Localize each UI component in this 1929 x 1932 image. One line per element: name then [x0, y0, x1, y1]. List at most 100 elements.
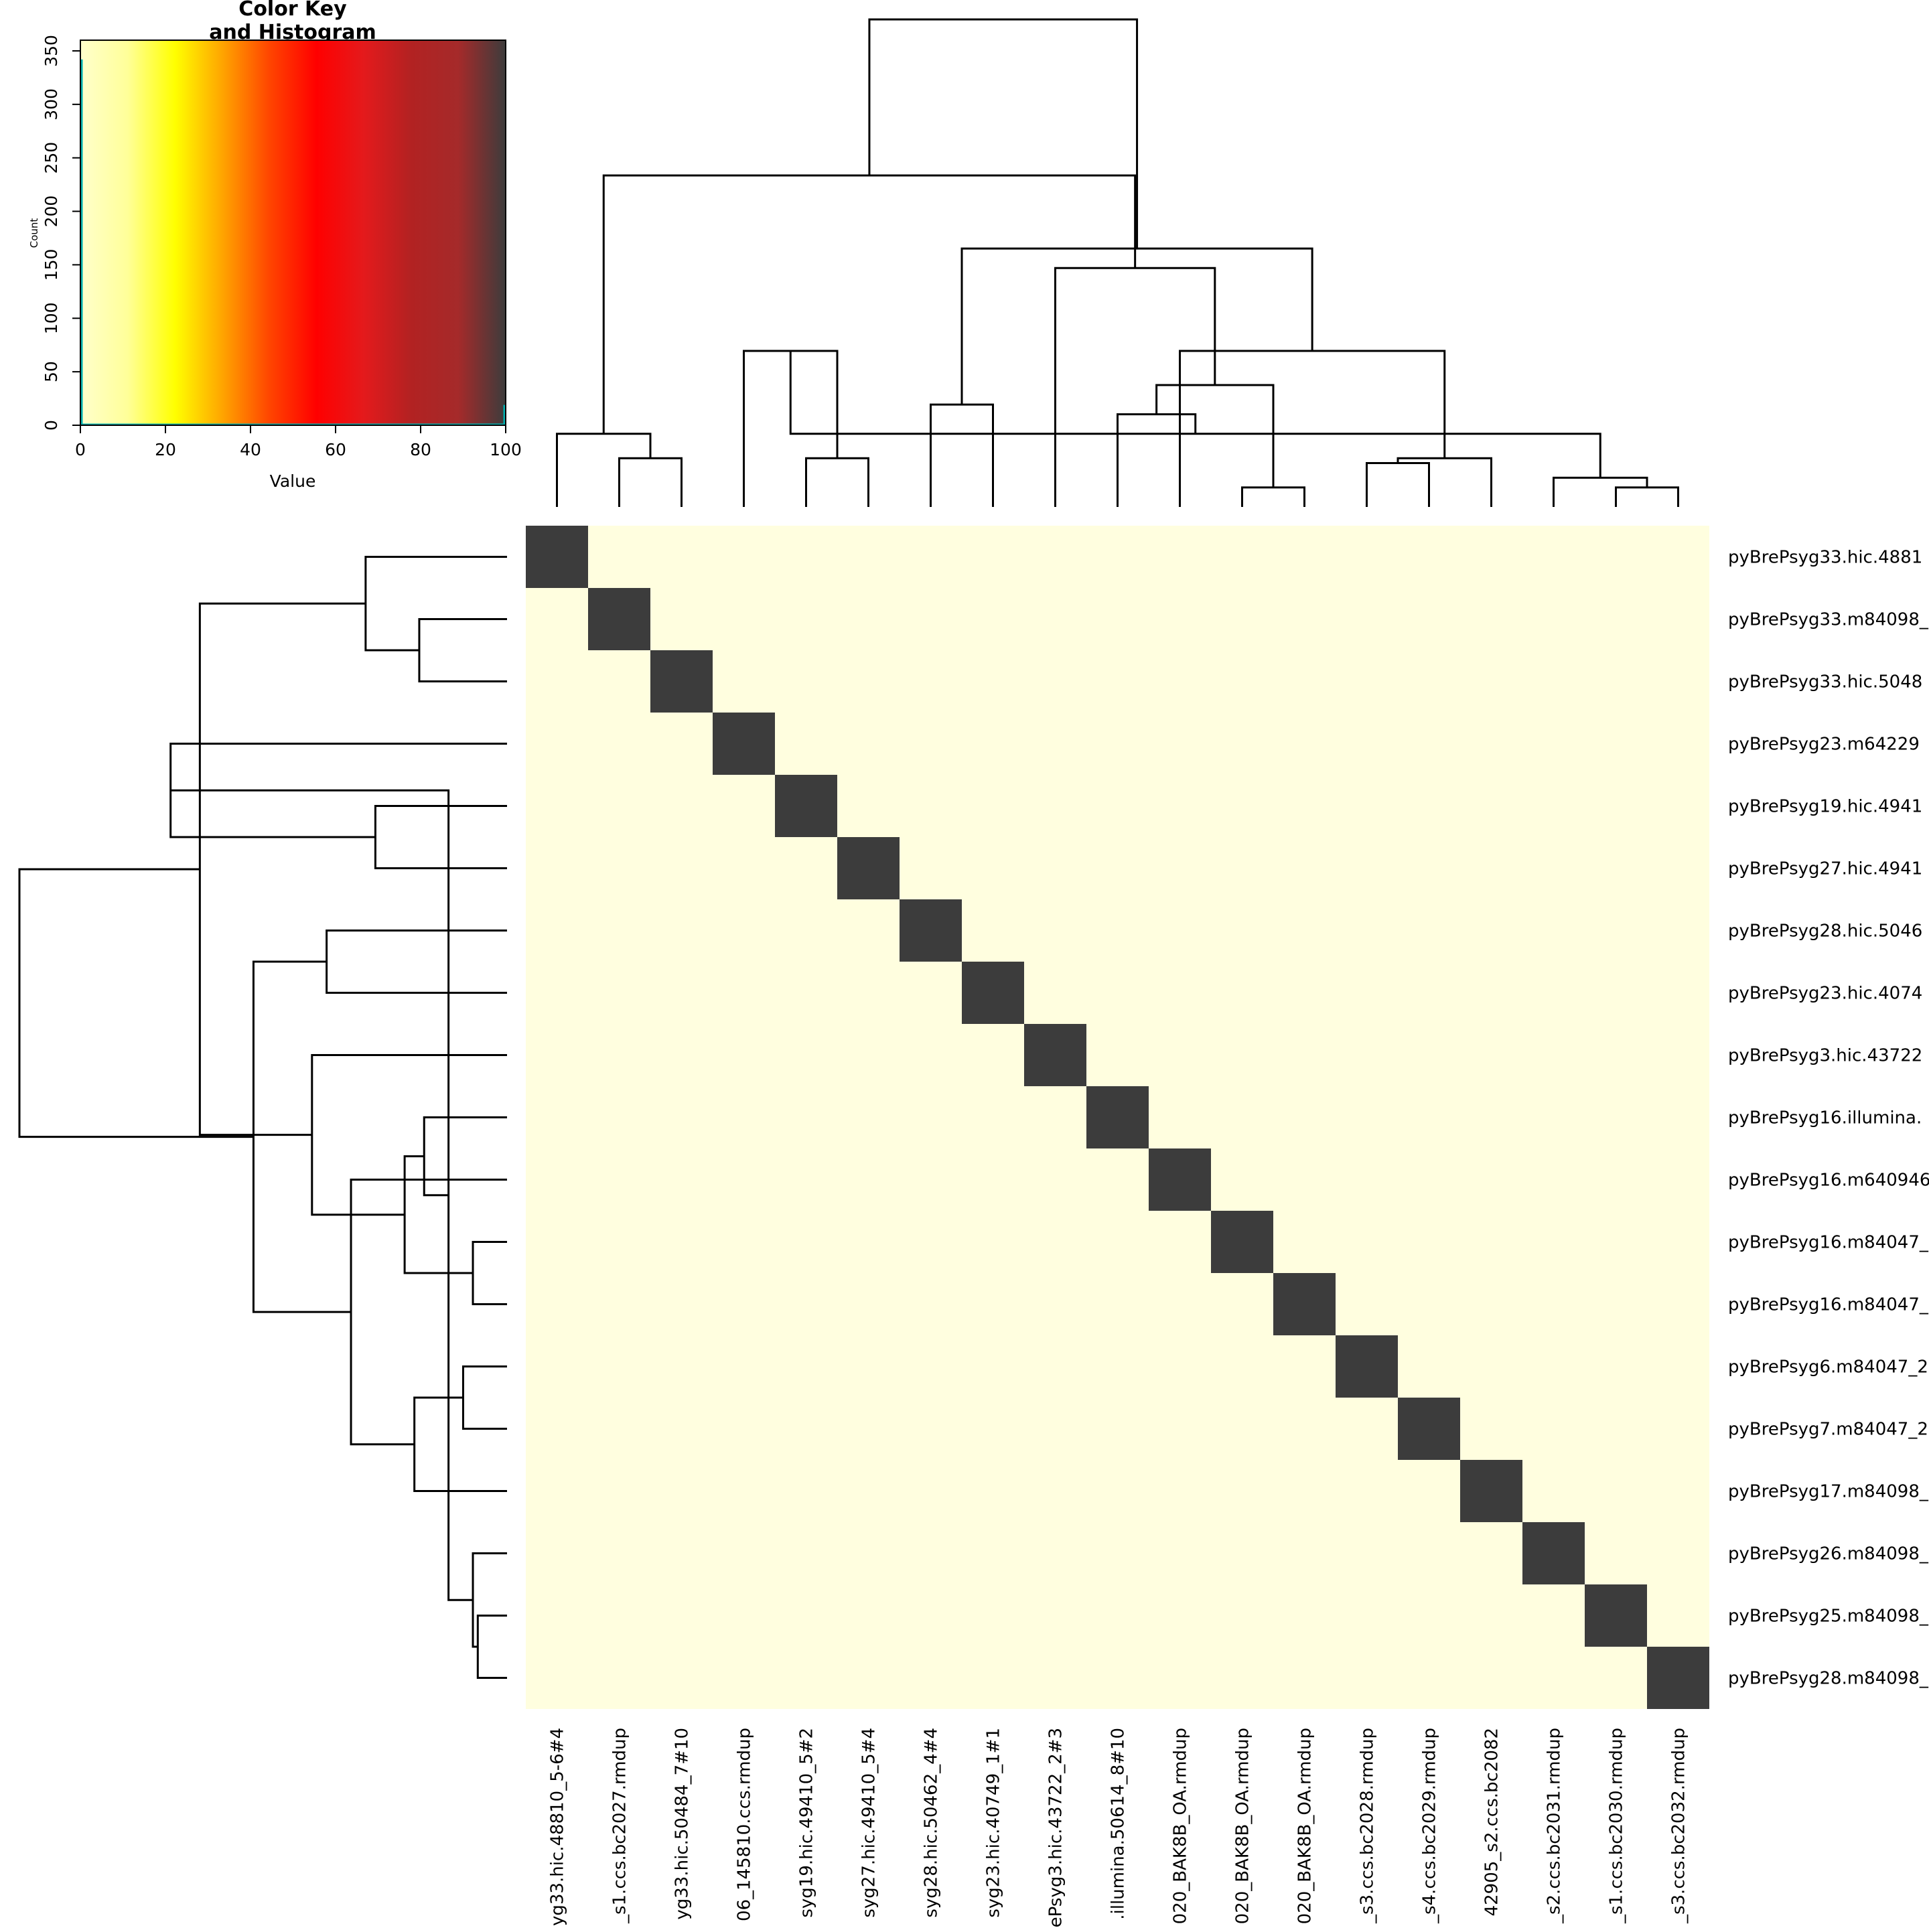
dendrogram-branch: [868, 18, 1139, 249]
dendrogram-branch: [350, 1179, 507, 1446]
heatmap-cell: [1273, 1273, 1336, 1335]
heatmap-cell: [650, 650, 713, 713]
row-label: pyBrePsyg27.hic.4941: [1728, 859, 1922, 879]
column-label: _s3.ccs.bc2032.rmdup: [1669, 1728, 1689, 1924]
color-key-gradient: [80, 40, 506, 425]
color-key-x-ticks: 0 20 40 60 80 100: [75, 425, 522, 459]
heatmap-cell: [1585, 1584, 1647, 1647]
column-label: _s1.ccs.bc2027.rmdup: [610, 1728, 630, 1924]
y-tick-label: 50: [42, 361, 61, 382]
dendrogram-branch: [1397, 457, 1492, 507]
dendrogram-branch: [930, 403, 994, 507]
row-label: pyBrePsyg26.m84098_: [1728, 1544, 1929, 1564]
row-label: pyBrePsyg16.m84047_: [1728, 1233, 1929, 1253]
column-label: _s4.ccs.bc2029.rmdup: [1420, 1728, 1440, 1924]
row-label: pyBrePsyg19.hic.4941: [1728, 797, 1922, 817]
column-labels: yg33.hic.48810_5-6#4 _s1.ccs.bc2027.rmdup…: [548, 1728, 1689, 1927]
row-label: pyBrePsyg3.hic.43722: [1728, 1046, 1922, 1066]
column-label: yg33.hic.50484_7#10: [672, 1728, 693, 1920]
heatmap-cell: [962, 962, 1024, 1024]
row-label: pyBrePsyg16.illumina.: [1728, 1108, 1922, 1128]
y-tick-label: 350: [42, 35, 61, 67]
heatmap-cell: [713, 713, 775, 775]
row-label: pyBrePsyg28.hic.5046: [1728, 921, 1922, 942]
y-tick-label: 150: [42, 249, 61, 281]
dendrogram-branch: [472, 1241, 507, 1305]
column-label: 42905_s2.ccs.bc2082: [1482, 1728, 1502, 1916]
dendrogram-branch: [1117, 413, 1197, 507]
dendrogram-branch: [618, 457, 683, 507]
heatmap-cell: [526, 526, 588, 588]
dendrogram-branch: [423, 1116, 507, 1197]
x-tick-label: 0: [75, 440, 86, 459]
heatmap-cell: [1086, 1086, 1149, 1148]
color-key-title: Color Key: [238, 0, 347, 21]
row-label: pyBrePsyg33.m84098_: [1728, 610, 1929, 630]
dendrogram-branch: [1054, 267, 1216, 507]
dendrogram-branch: [1241, 486, 1305, 507]
row-labels: pyBrePsyg33.hic.4881 pyBrePsyg33.m84098_p…: [1728, 548, 1929, 1689]
column-label: _s2.ccs.bc2031.rmdup: [1545, 1728, 1565, 1924]
heatmap-cell: [1211, 1211, 1273, 1273]
column-label: _s3.ccs.bc2028.rmdup: [1358, 1728, 1378, 1924]
y-tick-label: 300: [42, 88, 61, 121]
column-label: syg28.hic.50462_4#4: [922, 1728, 942, 1918]
row-label: pyBrePsyg23.m64229: [1728, 735, 1920, 755]
dendrogram-branch: [364, 556, 507, 652]
dendrogram-branch: [252, 960, 352, 1313]
column-label: syg27.hic.49410_5#4: [859, 1728, 879, 1918]
dendrogram-branch: [1179, 350, 1446, 507]
y-tick-label: 0: [42, 420, 61, 431]
dendrogram-branch: [1615, 486, 1679, 507]
dendrogram-branch: [461, 1365, 507, 1430]
heatmap-cell: [1398, 1398, 1460, 1460]
x-tick-label: 80: [410, 440, 431, 459]
row-label: pyBrePsyg33.hic.5048: [1728, 672, 1922, 692]
dendrogram-branch: [418, 618, 507, 682]
color-key-y-ticks: 0 50 100 150 200 250 300 350: [42, 35, 80, 431]
heatmap-cell: [900, 899, 962, 962]
dendrogram-branch: [556, 433, 652, 507]
x-tick-label: 60: [325, 440, 346, 459]
x-tick-label: 40: [240, 440, 261, 459]
y-tick-label: 100: [42, 302, 61, 334]
dendrogram-branch: [476, 1615, 507, 1679]
heatmap-cell: [837, 837, 900, 899]
heatmap-cell: [1024, 1024, 1086, 1086]
column-label: syg19.hic.49410_5#2: [797, 1728, 817, 1918]
color-key: Color Key and Histogram 0 20 40 60 80 100 050…: [28, 0, 522, 491]
heatmap-cell: [1149, 1148, 1211, 1211]
column-dendrogram: [556, 18, 1679, 507]
row-label: pyBrePsyg6.m84047_2: [1728, 1357, 1928, 1378]
dendrogram-branch: [374, 805, 507, 869]
x-tick-label: 20: [155, 440, 176, 459]
row-label: pyBrePsyg7.m84047_2: [1728, 1420, 1928, 1440]
y-tick-label: 200: [42, 196, 61, 228]
dendrogram-branch: [326, 930, 507, 994]
column-label: 020_BAK8B_OA.rmdup: [1171, 1728, 1191, 1924]
x-tick-label: 100: [490, 440, 522, 459]
heatmap-cell: [1460, 1460, 1522, 1522]
dendrogram-branch: [413, 1396, 507, 1492]
color-key-x-title: Value: [270, 471, 316, 491]
y-tick-label: 250: [42, 142, 61, 174]
column-label: _s1.ccs.bc2030.rmdup: [1607, 1728, 1627, 1924]
column-label: .illumina.50614_8#10: [1109, 1728, 1129, 1920]
heatmap-cell: [1647, 1647, 1709, 1709]
row-label: pyBrePsyg17.m84098_: [1728, 1482, 1929, 1502]
column-label: 020_BAK8B_OA.rmdup: [1233, 1728, 1253, 1924]
row-label: pyBrePsyg23.hic.4074: [1728, 984, 1922, 1004]
dendrogram-branch: [1553, 476, 1648, 507]
dendrogram-branch: [960, 247, 1313, 405]
dendrogram-branch: [311, 1054, 507, 1216]
row-label: pyBrePsyg33.hic.4881: [1728, 548, 1922, 568]
row-label: pyBrePsyg28.m84098_: [1728, 1669, 1929, 1689]
heatmap-cell: [1522, 1522, 1585, 1584]
column-label: 020_BAK8B_OA.rmdup: [1295, 1728, 1315, 1924]
row-label: pyBrePsyg16.m84047_: [1728, 1295, 1929, 1315]
column-label: syg23.hic.40749_1#1: [984, 1728, 1004, 1918]
heatmap-cell: [775, 775, 837, 837]
heatmap-cell: [588, 588, 650, 650]
